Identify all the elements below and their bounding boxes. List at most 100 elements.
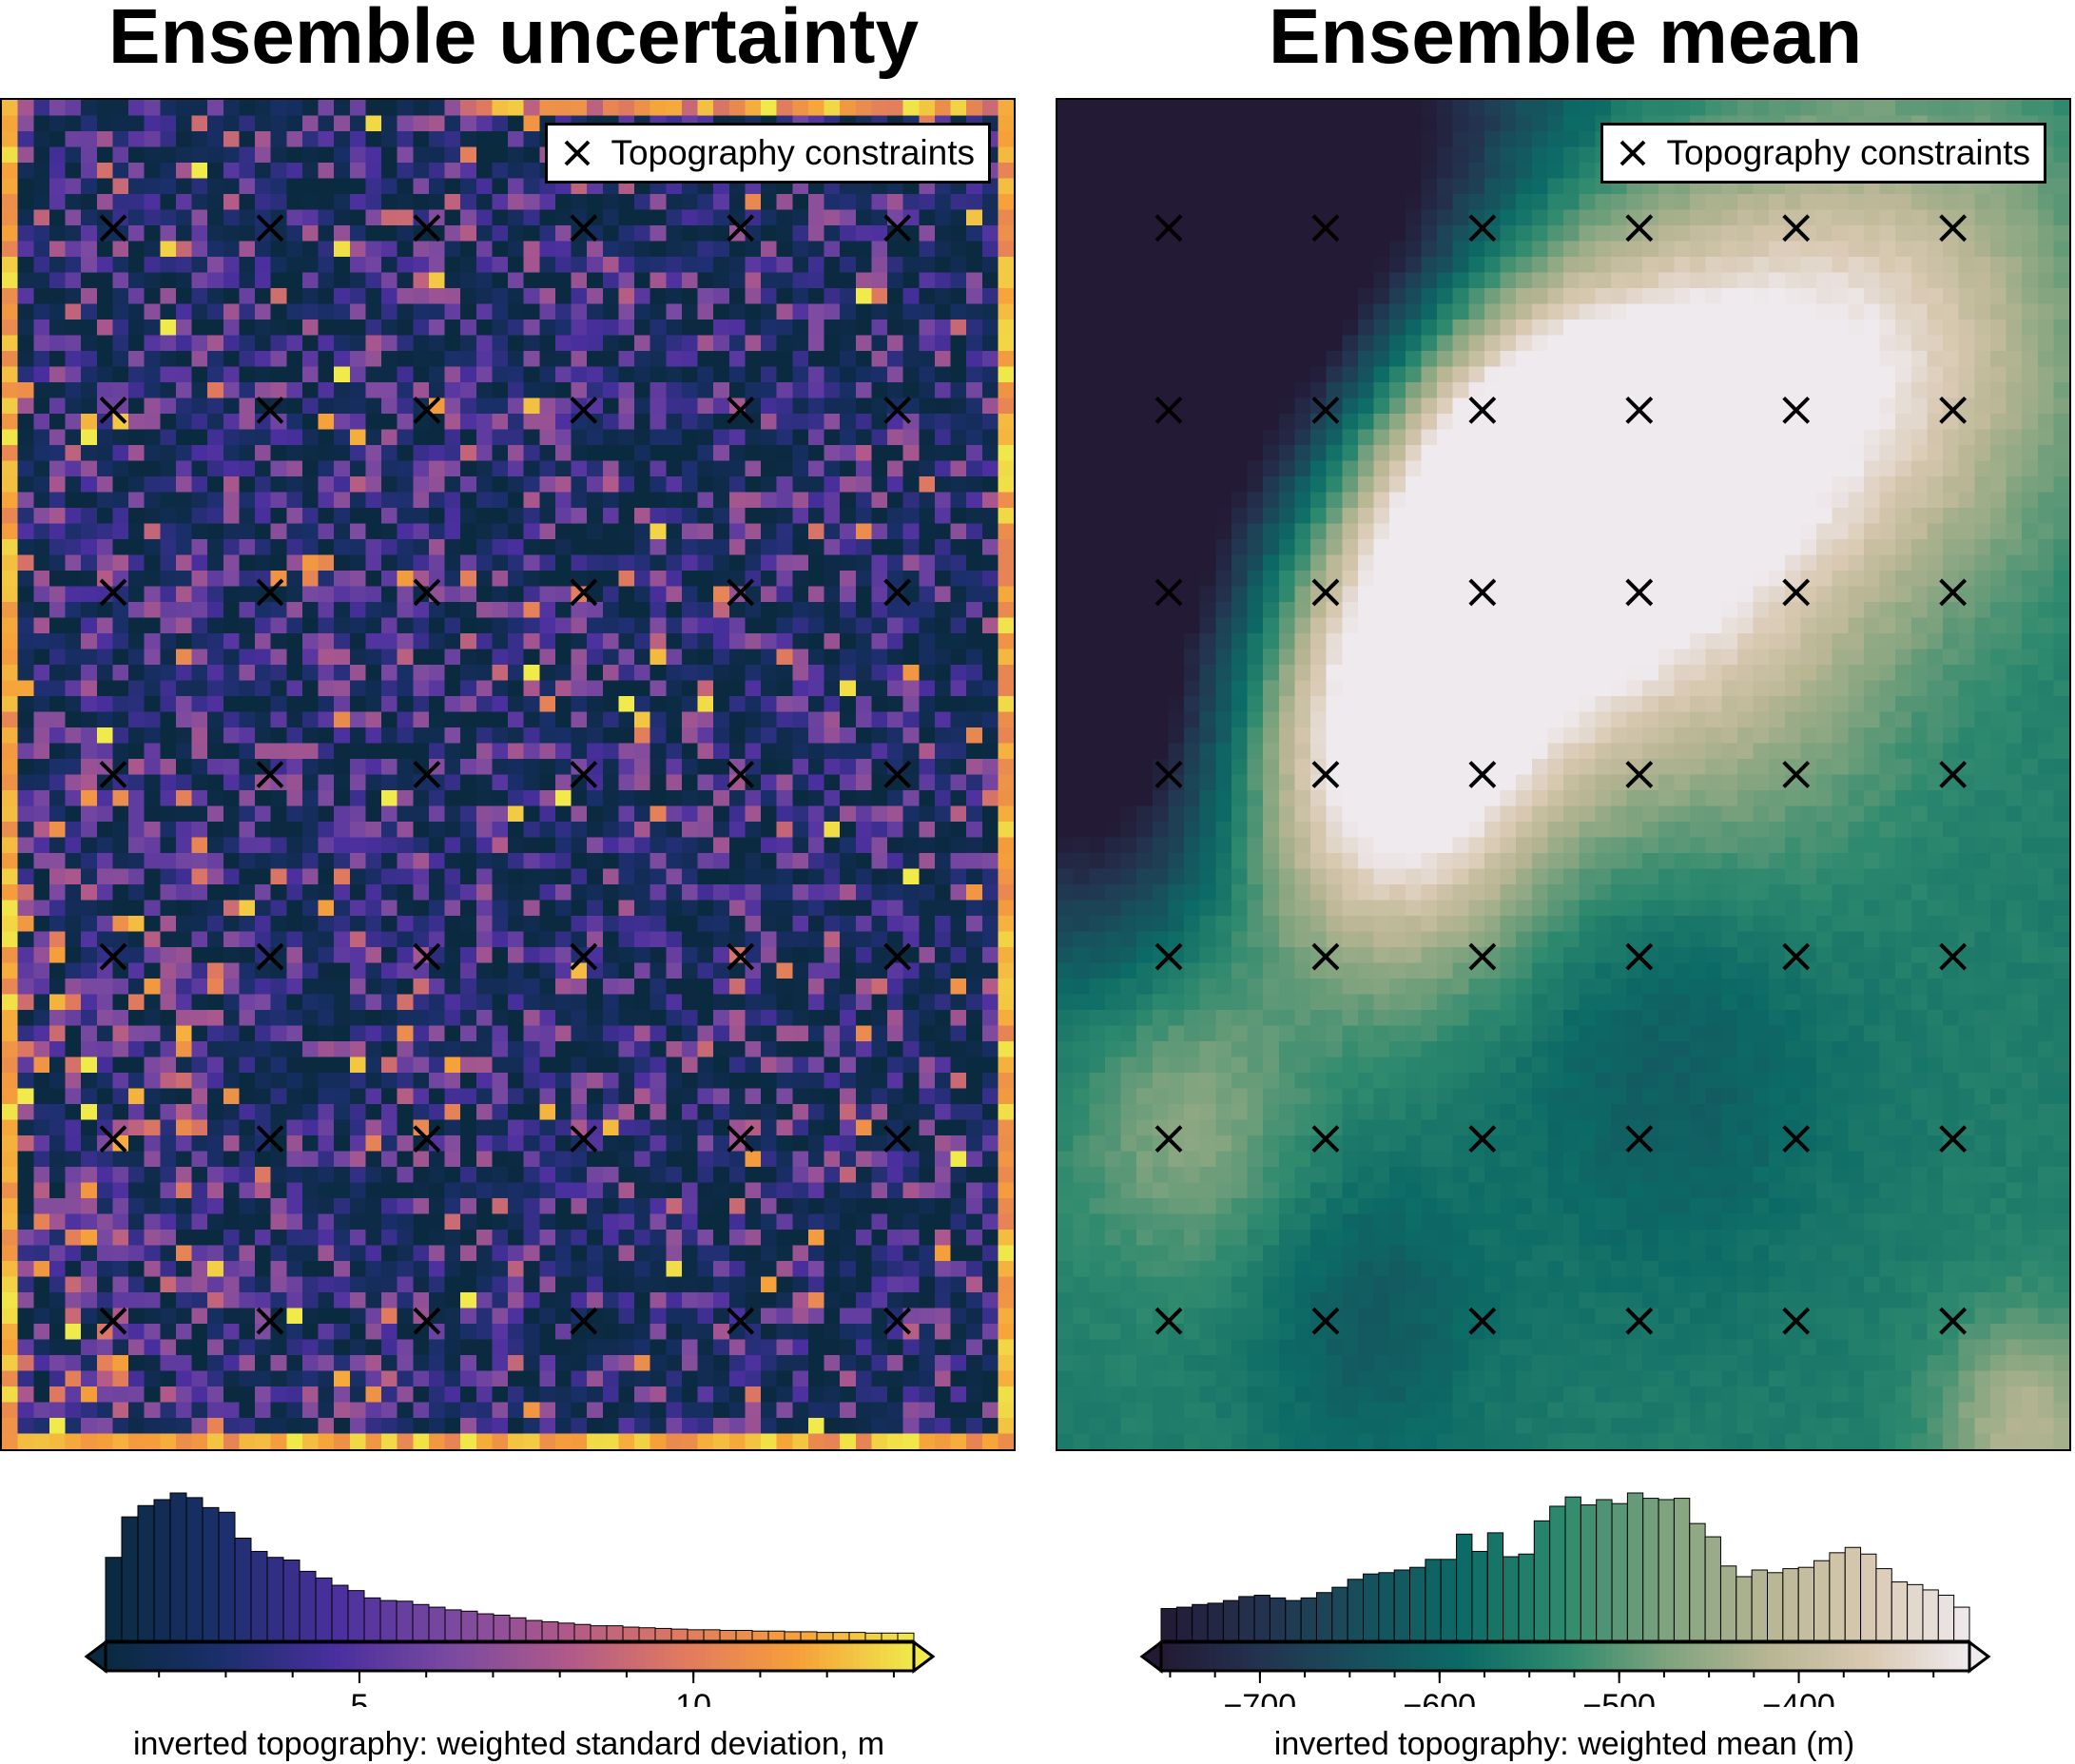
uncertainty-constraint-marker [413, 578, 441, 607]
mean-histogram-bar [1860, 1553, 1877, 1641]
uncertainty-colorbar-segment [536, 1642, 545, 1671]
mean-map[interactable]: Topography constraints [1056, 98, 2071, 1451]
uncertainty-colorbar-tick-label: 5 [350, 1688, 368, 1707]
uncertainty-colorbar-label: inverted topography: weighted standard d… [132, 1726, 885, 1762]
uncertainty-constraint-marker [256, 1125, 284, 1153]
mean-colorbar-segment [1282, 1642, 1290, 1671]
uncertainty-map[interactable]: Topography constraints [0, 98, 1016, 1451]
uncertainty-colorbar-segment [705, 1642, 713, 1671]
uncertainty-histogram-bar [590, 1625, 608, 1641]
mean-histogram-bar [1503, 1556, 1520, 1641]
mean-colorbar-segment [1949, 1642, 1957, 1671]
uncertainty-colorbar-segment [106, 1642, 113, 1671]
uncertainty-constraint-marker [256, 1307, 284, 1335]
mean-histogram-bar [1253, 1595, 1270, 1641]
mean-histogram-bar [1564, 1496, 1581, 1641]
mean-colorbar-segment [1349, 1642, 1358, 1671]
uncertainty-constraint-marker [570, 1125, 598, 1153]
mean-constraint-marker [1468, 214, 1497, 242]
uncertainty-histogram-bar [541, 1620, 559, 1641]
mean-colorbar-segment [1572, 1642, 1580, 1671]
uncertainty-histogram-bar [363, 1597, 381, 1641]
uncertainty-colorbar-segment [691, 1642, 699, 1671]
uncertainty-colorbar-segment [132, 1642, 141, 1671]
mean-colorbar-segment [1161, 1642, 1169, 1671]
uncertainty-colorbar-segment [327, 1642, 336, 1671]
uncertainty-colorbar-segment [436, 1642, 443, 1671]
uncertainty-constraint-marker [883, 1307, 912, 1335]
uncertainty-colorbar-segment [442, 1642, 450, 1671]
mean-colorbar-segment [1450, 1642, 1459, 1671]
uncertainty-colorbar-segment [530, 1642, 537, 1671]
uncertainty-legend-label: Topography constraints [611, 133, 975, 172]
mean-colorbar-segment [1767, 1642, 1775, 1671]
mean-histogram-bar [1767, 1572, 1784, 1641]
uncertainty-colorbar-segment [368, 1642, 376, 1671]
uncertainty-colorbar-segment [159, 1642, 167, 1671]
uncertainty-colorbar-segment [314, 1642, 322, 1671]
uncertainty-colorbar-segment [401, 1642, 410, 1671]
mean-colorbar-segment [1881, 1642, 1890, 1671]
mean-colorbar-segment [1821, 1642, 1829, 1671]
uncertainty-colorbar-segment [617, 1642, 626, 1671]
mean-colorbar-segment [1396, 1642, 1405, 1671]
mean-colorbar-segment [1854, 1642, 1863, 1671]
mean-colorbar-segment [1383, 1642, 1391, 1671]
mean-colorbar-segment [1249, 1642, 1256, 1671]
uncertainty-colorbar-segment [226, 1642, 235, 1671]
uncertainty-colorbar-segment [819, 1642, 827, 1671]
mean-constraint-marker [1154, 761, 1183, 788]
mean-colorbar-segment [1868, 1642, 1876, 1671]
uncertainty-histogram-bar [137, 1504, 155, 1641]
mean-colorbar-segment [1774, 1642, 1782, 1671]
uncertainty-constraint-marker [570, 578, 598, 607]
uncertainty-histogram-bar [121, 1516, 139, 1641]
uncertainty-colorbar-segment [179, 1642, 187, 1671]
uncertainty-histogram-bar [379, 1599, 398, 1641]
mean-constraint-marker [1939, 396, 1968, 424]
mean-histogram-bar [1471, 1550, 1488, 1641]
mean-colorbar-segment [1935, 1642, 1944, 1671]
mean-constraint-marker [1154, 578, 1183, 607]
mean-histogram-bar [1315, 1592, 1333, 1641]
uncertainty-colorbar-segment [320, 1642, 329, 1671]
uncertainty-colorbar-segment [375, 1642, 383, 1671]
mean-histogram-bar [1192, 1603, 1209, 1641]
uncertainty-colorbar-segment [449, 1642, 456, 1671]
mean-colorbar-segment [1915, 1642, 1924, 1671]
mean-histogram-bar [1751, 1569, 1769, 1641]
mean-constraint-marker [1625, 1125, 1654, 1153]
mean-colorbar-segment [1201, 1642, 1210, 1671]
uncertainty-colorbar-segment [112, 1642, 120, 1671]
uncertainty-constraint-marker [99, 761, 127, 788]
mean-colorbar-segment [1544, 1642, 1553, 1671]
uncertainty-histogram-bar [250, 1550, 268, 1641]
mean-colorbar-segment [1787, 1642, 1795, 1671]
mean-colorbar-segment [1834, 1642, 1843, 1671]
uncertainty-constraint-marker [883, 396, 912, 424]
uncertainty-title: Ensemble uncertainty [107, 0, 920, 80]
uncertainty-constraint-marker [727, 1125, 755, 1153]
uncertainty-histogram-bar [881, 1632, 899, 1641]
mean-constraint-marker [1939, 761, 1968, 788]
mean-colorbar-segment [1780, 1642, 1789, 1671]
uncertainty-constraint-marker [413, 1125, 441, 1153]
mean-constraint-marker [1311, 214, 1340, 242]
mean-constraint-marker [1939, 942, 1968, 971]
mean-histogram-bar [1160, 1607, 1177, 1641]
mean-histogram-bar [1347, 1579, 1364, 1641]
mean-colorbar-segment [1612, 1642, 1620, 1671]
mean-colorbar-segment [1828, 1642, 1835, 1671]
uncertainty-colorbar-segment [348, 1642, 356, 1671]
uncertainty-colorbar-segment [570, 1642, 578, 1671]
uncertainty-constraint-marker [99, 1307, 127, 1335]
mean-constraint-marker [1939, 578, 1968, 607]
uncertainty-constraint-marker [883, 761, 912, 788]
mean-colorbar-label: inverted topography: weighted mean (m) [1273, 1726, 1855, 1762]
uncertainty-colorbar-segment [523, 1642, 531, 1671]
uncertainty-histogram-bar [396, 1600, 414, 1641]
mean-colorbar-segment [1861, 1642, 1870, 1671]
mean-colorbar-segment [1719, 1642, 1728, 1671]
mean-colorbar-segment [1255, 1642, 1263, 1671]
uncertainty-histogram-bar [848, 1632, 866, 1641]
